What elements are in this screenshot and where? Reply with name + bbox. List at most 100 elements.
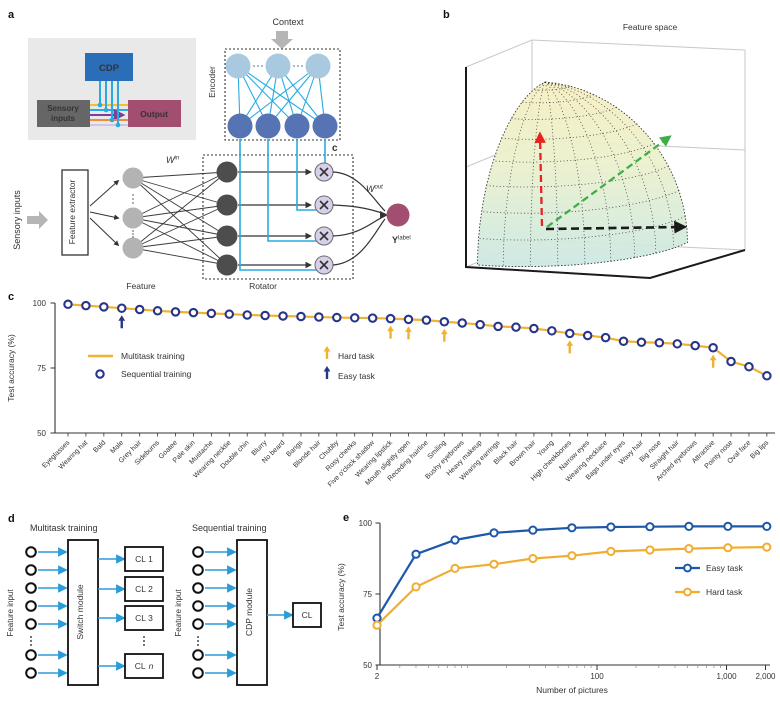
cl-ellipsis (143, 636, 145, 646)
data-point (528, 525, 538, 535)
extractor-to-feature-arrows (89, 179, 120, 247)
data-point (411, 549, 421, 559)
data-point (152, 306, 163, 316)
hard-task-arrow-icon (387, 325, 394, 339)
y-tick-label: 75 (37, 364, 46, 373)
hidden-nodes (216, 161, 238, 276)
data-point (421, 315, 432, 325)
task-annotations (118, 315, 717, 368)
cdp-box (85, 53, 133, 81)
switch-module-label: Switch module (75, 584, 85, 640)
hidden-to-rotator-arrows (238, 168, 312, 269)
sequential-legend-label: Sequential training (121, 369, 192, 379)
w-in-label: Win (166, 155, 180, 165)
data-point (117, 303, 127, 313)
y-label-node-label: Ylabel (392, 235, 411, 245)
data-point (450, 535, 460, 545)
input-nodes-left (25, 546, 37, 679)
data-point (296, 311, 306, 322)
feature-extractor-label: Feature extractor (67, 179, 77, 244)
data-point (744, 361, 754, 372)
data-point (723, 521, 733, 531)
easy-task-markers (372, 521, 772, 623)
y-tick-label: 50 (37, 429, 46, 438)
data-point (314, 312, 324, 322)
cln-label: CL n (135, 661, 154, 671)
data-point (762, 371, 772, 381)
feature-vectors (534, 131, 688, 234)
hard-task-arrow-icon (566, 340, 574, 354)
panel-d-label: d (8, 513, 15, 525)
input-arrows-right (205, 547, 237, 678)
data-point (684, 521, 694, 531)
data-point (457, 318, 467, 328)
x-tick-label: 2,000 (755, 672, 776, 681)
panel-c-ylabel: Test accuracy (%) (6, 334, 16, 402)
context-arrow-icon (271, 31, 293, 49)
cdp-inset-schematic: CDP Sensory inputs Output (28, 38, 196, 140)
dome-outline (477, 81, 688, 268)
data-point (242, 310, 252, 320)
cl-single-box (292, 602, 322, 628)
data-point (224, 309, 235, 319)
data-point (567, 523, 577, 533)
cl-boxes (124, 546, 164, 679)
cl-single-label: CL (302, 610, 313, 620)
data-point (529, 323, 539, 334)
data-point (411, 582, 421, 592)
sequential-title: Sequential training (192, 523, 267, 533)
sensory-box-label-line1: Sensory (47, 104, 79, 113)
data-point (385, 313, 396, 324)
panel-d-training-schematics: d Multitask training Sequential training… (6, 513, 322, 686)
panel-c-label: c (8, 291, 14, 303)
data-point (606, 546, 616, 557)
context-vector-c-label: c (332, 143, 338, 154)
data-point (81, 300, 91, 311)
data-point (439, 316, 450, 327)
rotator-box (202, 154, 354, 280)
rotator-label: Rotator (249, 281, 277, 291)
panel-a-architecture-diagram: a CDP Sensory inputs Output Context Enco… (8, 9, 411, 291)
data-point (332, 312, 342, 323)
sequential-legend-swatch (95, 369, 105, 379)
cdp-module-label: CDP module (244, 588, 254, 636)
data-point (170, 307, 181, 317)
panel-e-learning-curve-chart: e Test accuracy (%) Number of pictures 1… (336, 512, 776, 695)
feature-space-dome (477, 81, 688, 268)
hard-task-arrow-icon (405, 326, 412, 340)
y-tick-label: 50 (363, 661, 372, 670)
data-point (99, 302, 109, 312)
y-tick-label: 100 (359, 519, 373, 528)
switch-output-arrows (98, 554, 126, 671)
feature-space-title: Feature space (623, 22, 678, 32)
data-point (690, 340, 700, 351)
x-tick-label: 1,000 (717, 672, 738, 681)
multitask-title: Multitask training (30, 523, 98, 533)
panel-a-label: a (8, 9, 15, 21)
data-point (475, 319, 485, 330)
output-arrowhead-icon (380, 211, 388, 219)
axes-black-edges (465, 67, 746, 280)
sequential-diagram: CDP module CL (192, 539, 322, 686)
data-point (654, 338, 665, 348)
sequential-markers (63, 299, 772, 381)
data-point (762, 521, 772, 531)
data-point (278, 311, 288, 321)
hard-task-arrow-icon (709, 354, 717, 368)
panel-e-legend: Easy task Hard task (675, 563, 744, 597)
output-box-label: Output (140, 109, 168, 119)
data-point (493, 321, 503, 332)
data-point (636, 337, 647, 348)
data-point (645, 522, 655, 532)
data-point (726, 356, 736, 367)
black-vector-arrow (545, 220, 688, 234)
output-node (386, 203, 410, 227)
data-point (489, 559, 499, 569)
multiply-icon (319, 167, 329, 270)
category-label: Male (109, 439, 125, 455)
data-point (582, 330, 593, 341)
easy-task-arrow-icon (118, 315, 126, 329)
feature-layer-label: Feature (126, 281, 156, 291)
encoder-ellipsis-dots (253, 65, 303, 67)
